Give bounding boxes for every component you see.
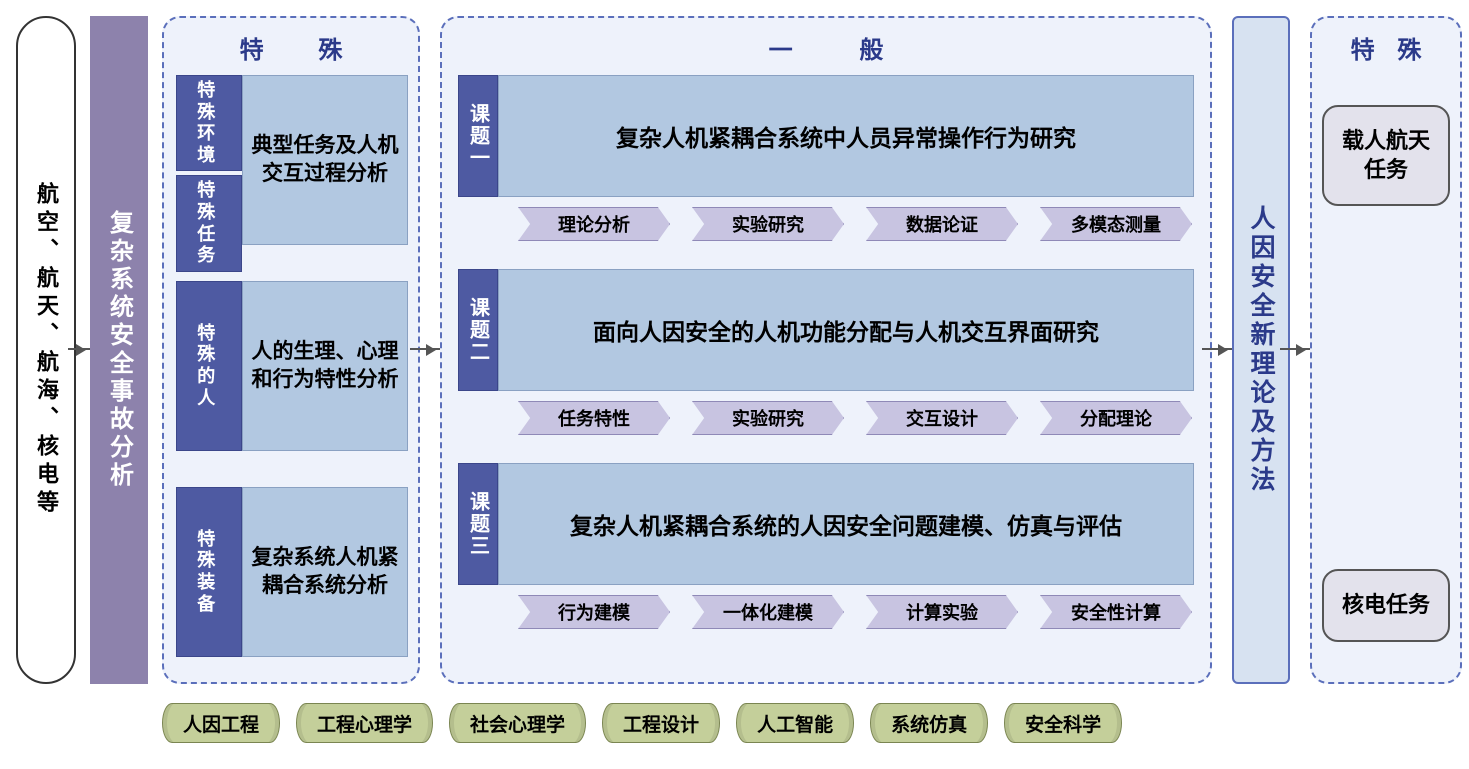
arrow-icon (1202, 348, 1232, 350)
special-block-text: 人的生理、心理和行为特性分析 (242, 281, 408, 451)
arrow-icon (1280, 348, 1310, 350)
topic-title: 面向人因安全的人机功能分配与人机交互界面研究 (498, 269, 1194, 391)
method-chip: 任务特性 (518, 401, 670, 435)
general-panel: 一 般 课题一 复杂人机紧耦合系统中人员异常操作行为研究 理论分析 实验研究 数… (440, 16, 1212, 684)
discipline-cylinder: 社会心理学 (449, 703, 586, 743)
mission-box: 载人航天任务 (1322, 105, 1450, 206)
general-title: 一 般 (488, 30, 1194, 65)
disciplines-row: 人因工程 工程心理学 社会心理学 工程设计 人工智能 系统仿真 安全科学 (162, 700, 1132, 746)
special-panel: 特 殊 特殊环境 特殊任务 典型任务及人机交互过程分析 特殊的人 人的生理、心理… (162, 16, 420, 684)
topic-tag: 课题二 (458, 269, 498, 391)
special-tag: 特殊环境 (176, 75, 242, 171)
method-chip: 理论分析 (518, 207, 670, 241)
method-chip: 分配理论 (1040, 401, 1192, 435)
method-chip: 数据论证 (866, 207, 1018, 241)
arrow-icon (68, 348, 90, 350)
mission-box: 核电任务 (1322, 569, 1450, 642)
discipline-cylinder: 安全科学 (1004, 703, 1122, 743)
discipline-cylinder: 系统仿真 (870, 703, 988, 743)
theory-text: 人因安全新理论及方法 (1243, 205, 1279, 495)
discipline-cylinder: 人因工程 (162, 703, 280, 743)
method-chip: 安全性计算 (1040, 595, 1192, 629)
theory-column: 人因安全新理论及方法 (1232, 16, 1290, 684)
topic-block: 课题一 复杂人机紧耦合系统中人员异常操作行为研究 理论分析 实验研究 数据论证 … (458, 75, 1194, 261)
method-chip: 交互设计 (866, 401, 1018, 435)
right-special-title: 特 殊 (1330, 30, 1450, 65)
special-block-text: 复杂系统人机紧耦合系统分析 (242, 487, 408, 657)
method-chip: 实验研究 (692, 207, 844, 241)
topic-tag: 课题三 (458, 463, 498, 585)
discipline-cylinder: 工程设计 (602, 703, 720, 743)
discipline-cylinder: 人工智能 (736, 703, 854, 743)
method-chip: 行为建模 (518, 595, 670, 629)
special-tag: 特殊任务 (176, 175, 242, 271)
diagram-canvas: 航空、航天、航海、核电等 复杂系统安全事故分析 特 殊 特殊环境 特殊任务 典型… (10, 10, 1469, 759)
topic-block: 课题二 面向人因安全的人机功能分配与人机交互界面研究 任务特性 实验研究 交互设… (458, 269, 1194, 455)
special-title: 特 殊 (200, 30, 406, 65)
arrow-icon (410, 348, 440, 350)
special-block: 特殊环境 特殊任务 典型任务及人机交互过程分析 (176, 75, 408, 245)
domains-column: 航空、航天、航海、核电等 (16, 16, 76, 684)
special-block-text: 典型任务及人机交互过程分析 (242, 75, 408, 245)
analysis-column: 复杂系统安全事故分析 (90, 16, 148, 684)
topic-title: 复杂人机紧耦合系统的人因安全问题建模、仿真与评估 (498, 463, 1194, 585)
special-tag: 特殊装备 (176, 487, 242, 657)
analysis-text: 复杂系统安全事故分析 (102, 210, 137, 490)
domains-text: 航空、航天、航海、核电等 (30, 182, 62, 518)
right-special-panel: 特 殊 载人航天任务 核电任务 (1310, 16, 1462, 684)
method-chip: 计算实验 (866, 595, 1018, 629)
discipline-cylinder: 工程心理学 (296, 703, 433, 743)
method-chip: 一体化建模 (692, 595, 844, 629)
special-tag: 特殊的人 (176, 281, 242, 451)
method-chip: 实验研究 (692, 401, 844, 435)
topic-title: 复杂人机紧耦合系统中人员异常操作行为研究 (498, 75, 1194, 197)
topic-block: 课题三 复杂人机紧耦合系统的人因安全问题建模、仿真与评估 行为建模 一体化建模 … (458, 463, 1194, 649)
method-chip: 多模态测量 (1040, 207, 1192, 241)
special-block: 特殊的人 人的生理、心理和行为特性分析 (176, 281, 408, 451)
topic-tag: 课题一 (458, 75, 498, 197)
special-block: 特殊装备 复杂系统人机紧耦合系统分析 (176, 487, 408, 657)
